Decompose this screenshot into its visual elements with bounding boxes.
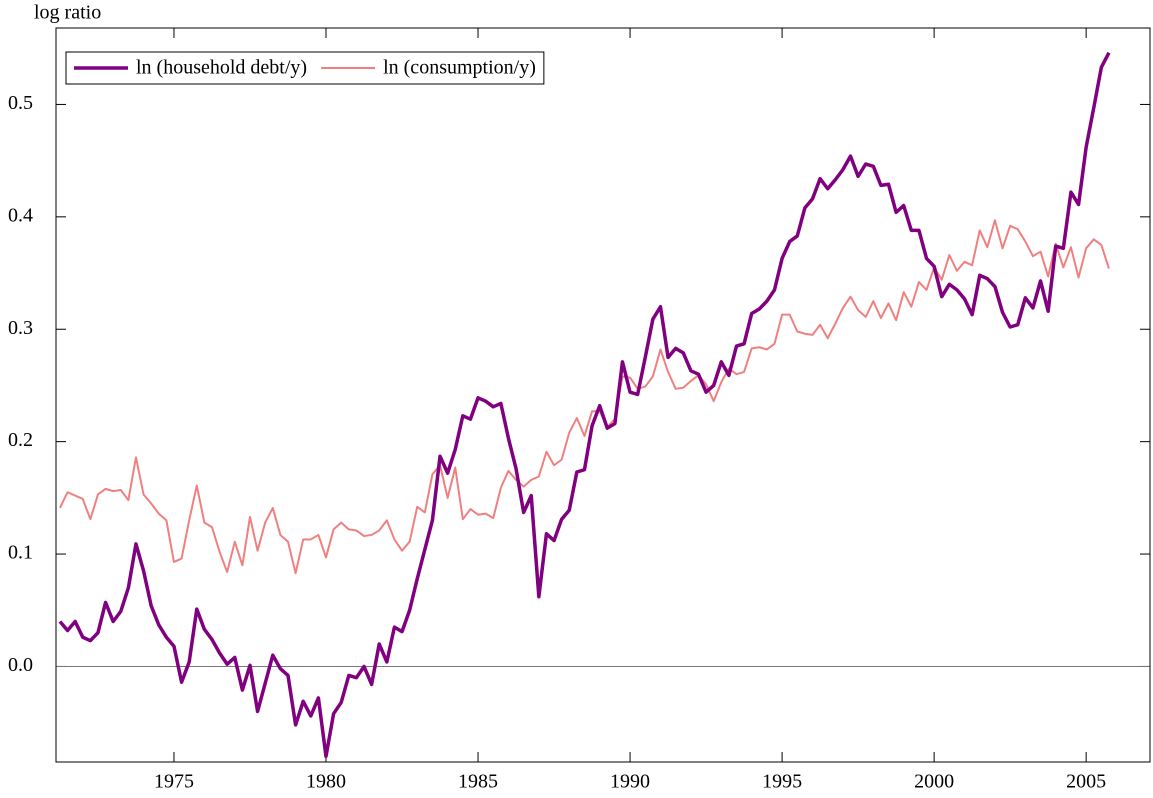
series-line [59,219,1110,575]
legend-label: ln (consumption/y) [383,57,536,79]
legend-label: ln (household debt/y) [136,57,307,79]
series-line [58,51,1111,759]
y-axis-label: log ratio [34,2,101,24]
y-tick-label: 0.4 [8,204,33,226]
y-tick-label: 0.1 [8,542,33,564]
x-tick-label: 1990 [610,771,650,793]
y-tick-label: 0.3 [8,317,33,339]
x-tick-label: 1995 [762,771,802,793]
x-tick-label: 1980 [306,771,346,793]
legend-box [65,51,545,85]
y-tick-label: 0.5 [8,92,33,114]
x-tick-label: 2005 [1066,771,1106,793]
x-tick-label: 1975 [154,771,194,793]
x-tick-label: 2000 [914,771,954,793]
y-tick-label: 0.2 [8,429,33,451]
plot-frame [55,27,1151,763]
y-tick-label: 0.0 [8,654,33,676]
x-tick-label: 1985 [458,771,498,793]
